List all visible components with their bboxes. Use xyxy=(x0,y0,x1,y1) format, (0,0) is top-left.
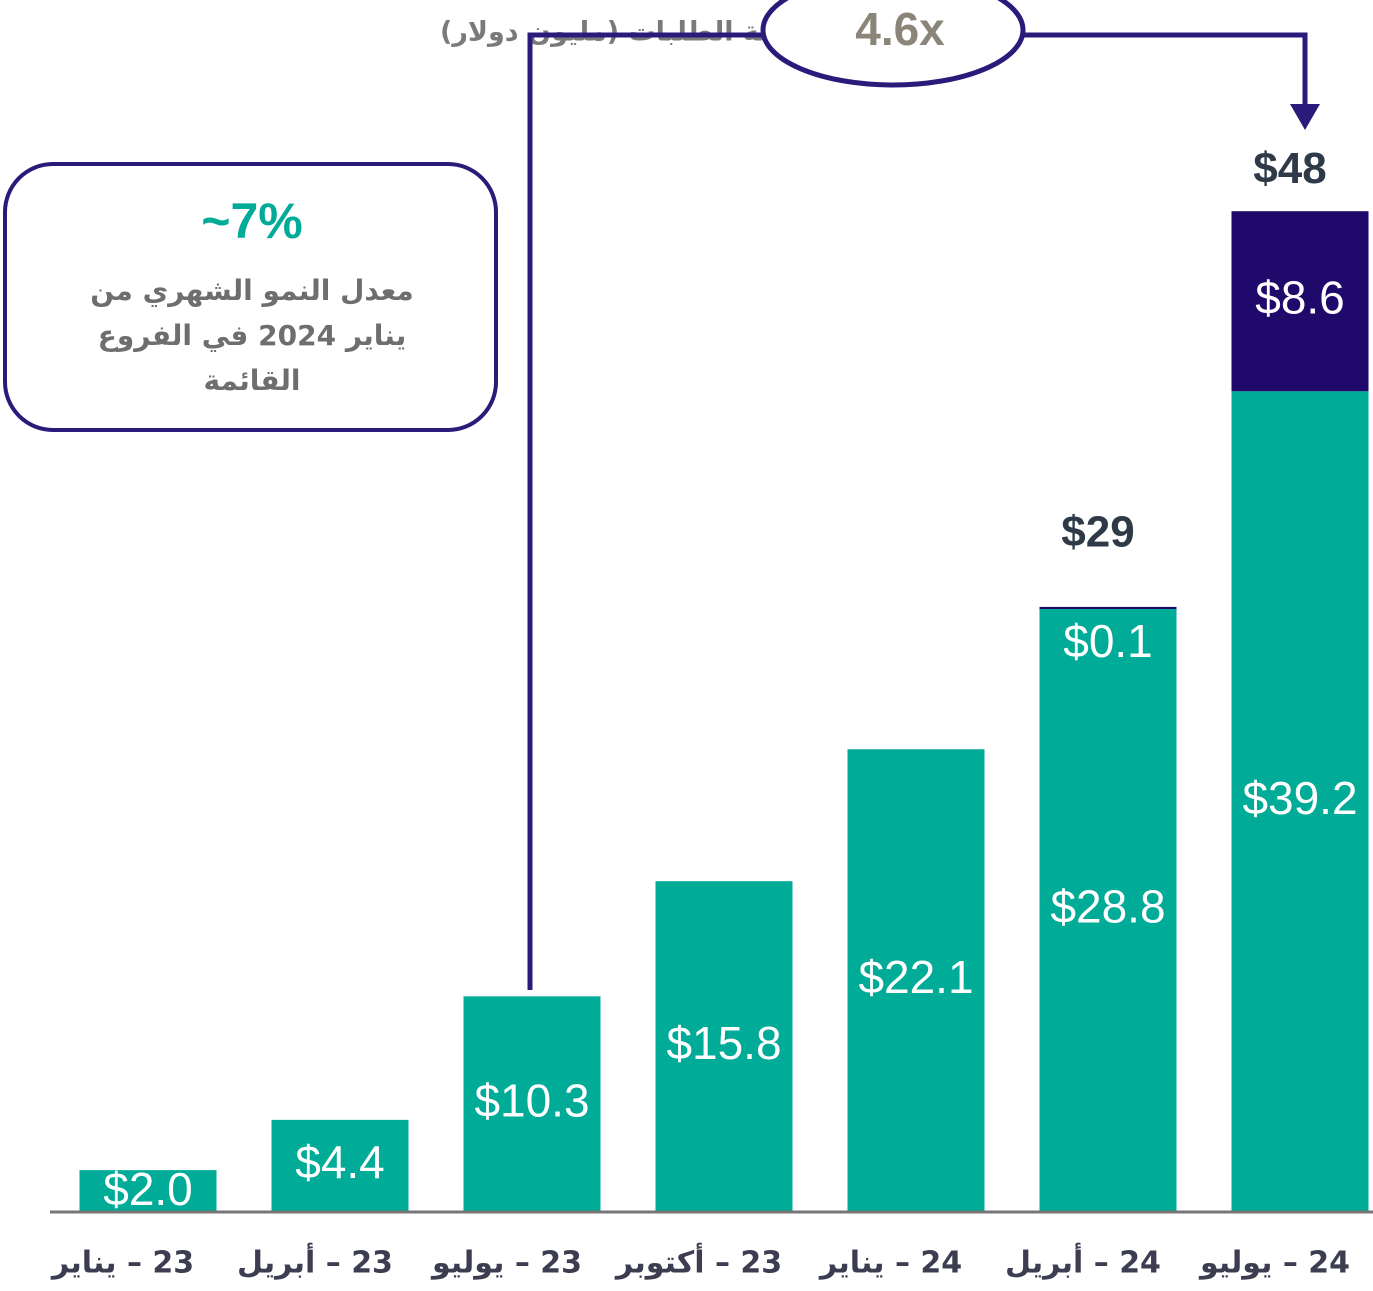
x-tick-label: 23 – يوليو xyxy=(430,1246,582,1281)
x-tick-label: 24 – أبريل xyxy=(1005,1243,1161,1281)
bar-segment xyxy=(655,881,793,1212)
chart-title: قيمة الطلبات (مليون دولار) xyxy=(440,17,806,48)
bar-segment xyxy=(271,1119,409,1212)
bar-segment xyxy=(1039,606,1177,609)
bar-segment xyxy=(463,996,601,1212)
arrow-head xyxy=(1290,104,1320,130)
bars: $2.0 $4.4 $10.3 $15.8 $22.1 $28.8 $0.1 $39.2 $8.… xyxy=(79,211,1369,1215)
total-label: $29 xyxy=(1061,508,1134,557)
callout-box xyxy=(3,162,498,432)
x-tick-label: 24 – يناير xyxy=(818,1246,962,1281)
callout-line: معدل النمو الشهري من xyxy=(90,274,413,307)
x-tick-label: 23 – أبريل xyxy=(237,1243,393,1281)
value-label: $28.8 xyxy=(1050,881,1165,933)
x-tick-label: 24 – يوليو xyxy=(1198,1246,1350,1281)
callout-line: يناير 2024 في الفروع xyxy=(98,319,406,352)
total-label: $48 xyxy=(1253,144,1326,193)
value-label: $2.0 xyxy=(103,1163,193,1215)
bar-segment xyxy=(847,749,985,1212)
bar-segment xyxy=(1039,609,1177,1212)
callout-line: القائمة xyxy=(203,364,300,397)
x-tick-label: 23 – أكتوبر xyxy=(614,1243,782,1281)
value-label: $39.2 xyxy=(1242,772,1357,824)
value-label: $22.1 xyxy=(858,951,973,1003)
value-label: $4.4 xyxy=(295,1136,385,1188)
value-label: $0.1 xyxy=(1063,615,1153,667)
bar-segment xyxy=(79,1170,217,1212)
value-label: $10.3 xyxy=(474,1074,589,1126)
x-tick-label: 23 – يناير xyxy=(50,1246,194,1281)
callout-headline: ~7% xyxy=(201,193,302,249)
bar-segment xyxy=(1231,211,1369,392)
value-label: $8.6 xyxy=(1255,271,1345,323)
growth-connector xyxy=(527,32,765,990)
growth-connector xyxy=(1022,32,1308,108)
growth-label: 4.6x xyxy=(855,3,945,55)
bar-segment xyxy=(1231,391,1369,1212)
growth-ellipse xyxy=(760,0,1026,88)
value-label: $15.8 xyxy=(666,1017,781,1069)
